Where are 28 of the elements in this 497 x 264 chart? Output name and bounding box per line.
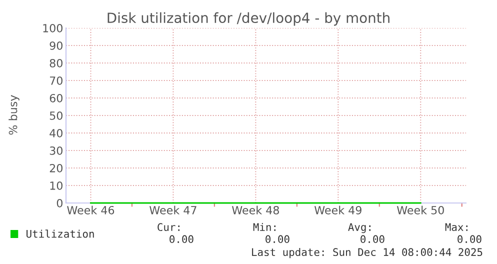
x-tick-label: Week 49 <box>314 206 362 214</box>
text: Cur: <box>158 223 180 232</box>
text: 0.00 <box>170 235 194 244</box>
text: 0.00 <box>458 235 482 244</box>
y-tick-label: 0 <box>56 198 62 208</box>
y-tick-label: 80 <box>50 58 62 68</box>
y-axis-title: % busy <box>8 95 20 135</box>
y-tick-label: 40 <box>50 128 62 138</box>
y-tick-label: 60 <box>50 94 62 102</box>
text: 0.00 <box>266 235 290 244</box>
text: 0.00 <box>360 235 384 244</box>
chart-title: Disk utilization for /dev/loop4 - by month <box>108 12 390 26</box>
y-tick-label: 50 <box>50 111 62 120</box>
x-tick-label: Week 48 <box>232 206 279 214</box>
y-tick-label: 20 <box>50 164 62 172</box>
y-tick-label: 100 <box>43 24 62 32</box>
y-tick-label: 30 <box>50 146 62 155</box>
x-tick-label: Week 46 <box>67 206 114 214</box>
text: Avg: <box>348 223 370 234</box>
x-tick-label: Week 50 <box>396 206 444 214</box>
text: Min: <box>253 222 276 231</box>
y-tick-label: 90 <box>50 41 62 50</box>
x-tick-label: Week 47 <box>150 206 196 214</box>
legend-label: Utilization <box>26 230 94 238</box>
text: Max: <box>445 223 468 232</box>
y-tick-label: 10 <box>50 181 62 190</box>
y-tick-label: 70 <box>50 76 62 85</box>
text: Last update: Sun Dec 14 08:00:44 2025 <box>252 248 482 258</box>
